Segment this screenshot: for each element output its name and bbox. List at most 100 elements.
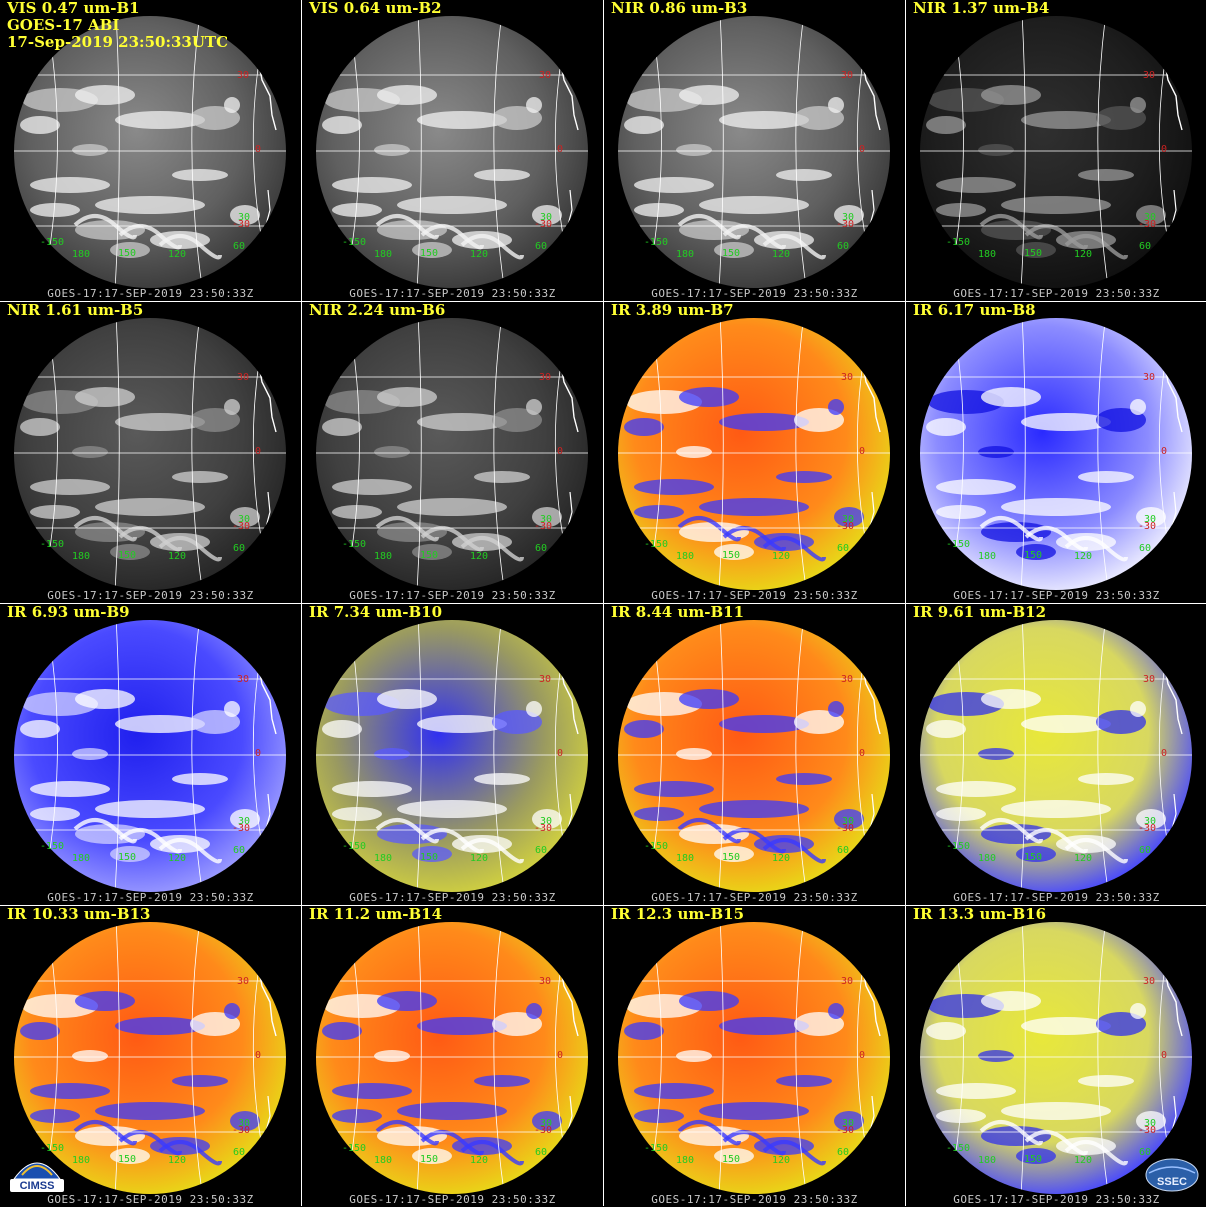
band-label: VIS 0.47 um-B1 bbox=[7, 0, 140, 17]
latitude-label-secondary: 30 bbox=[238, 1118, 250, 1129]
longitude-label: 120 bbox=[1074, 551, 1092, 562]
latitude-label-secondary: 30 bbox=[842, 212, 854, 223]
band-label: IR 7.34 um-B10 bbox=[309, 604, 443, 621]
image-timestamp: GOES-17:17-SEP-2019 23:50:33Z bbox=[47, 891, 254, 904]
latitude-label-secondary: 30 bbox=[842, 816, 854, 827]
longitude-label: 180 bbox=[978, 853, 996, 864]
band-panel: 30 0 -30 30 -150 180 150 120 60 IR 8.44 um-B11 GOE… bbox=[604, 604, 905, 905]
longitude-label: 120 bbox=[1074, 1155, 1092, 1166]
longitude-label: 150 bbox=[118, 550, 136, 561]
latitude-label-secondary: 30 bbox=[1144, 514, 1156, 525]
longitude-label: -150 bbox=[342, 1143, 366, 1154]
band-label: IR 6.93 um-B9 bbox=[7, 604, 130, 621]
band-panel: 30 0 -30 30 -150 180 150 120 60 NIR 2.24 um-B6 GOE… bbox=[302, 302, 603, 603]
longitude-label: 180 bbox=[676, 551, 694, 562]
longitude-label: 60 bbox=[837, 845, 849, 856]
image-timestamp: GOES-17:17-SEP-2019 23:50:33Z bbox=[651, 891, 858, 904]
svg-text:CIMSS: CIMSS bbox=[20, 1180, 55, 1192]
band-panel: 30 0 -30 30 -150 180 150 120 60 NIR 1.61 um-B5 GOE… bbox=[0, 302, 301, 603]
band-panel: 30 0 -30 30 -150 180 150 120 60 IR 3.89 um-B7 GOES… bbox=[604, 302, 905, 603]
band-label: IR 11.2 um-B14 bbox=[309, 906, 443, 923]
longitude-label: 150 bbox=[118, 852, 136, 863]
longitude-label: 120 bbox=[168, 1155, 186, 1166]
latitude-label: 30 bbox=[539, 372, 551, 383]
latitude-label: 30 bbox=[841, 372, 853, 383]
latitude-label-secondary: 30 bbox=[1144, 1118, 1156, 1129]
longitude-label: 180 bbox=[978, 551, 996, 562]
latitude-label: 0 bbox=[859, 1050, 865, 1061]
longitude-label: 120 bbox=[470, 551, 488, 562]
cimss-logo: CIMSS bbox=[10, 1162, 64, 1192]
longitude-label: 180 bbox=[374, 1155, 392, 1166]
image-timestamp: GOES-17:17-SEP-2019 23:50:33Z bbox=[953, 287, 1160, 300]
longitude-label: 150 bbox=[722, 550, 740, 561]
longitude-label: 150 bbox=[420, 1154, 438, 1165]
longitude-label: 180 bbox=[374, 853, 392, 864]
longitude-label: 60 bbox=[535, 1147, 547, 1158]
band-label: IR 12.3 um-B15 bbox=[611, 906, 745, 923]
ssec-logo: SSEC bbox=[1145, 1158, 1199, 1192]
latitude-label: -30 bbox=[1138, 1125, 1156, 1136]
image-timestamp: GOES-17:17-SEP-2019 23:50:33Z bbox=[349, 891, 556, 904]
longitude-label: 60 bbox=[837, 543, 849, 554]
band-panel: 30 0 -30 30 -150 180 150 120 60 IR 10.33 um-B13 GO… bbox=[0, 906, 301, 1207]
longitude-label: 120 bbox=[772, 853, 790, 864]
band-label: IR 6.17 um-B8 bbox=[913, 302, 1036, 319]
longitude-label: 180 bbox=[676, 853, 694, 864]
longitude-label: 150 bbox=[1024, 1154, 1042, 1165]
latitude-label-secondary: 30 bbox=[540, 1118, 552, 1129]
longitude-label: 150 bbox=[420, 550, 438, 561]
longitude-label: 120 bbox=[168, 853, 186, 864]
latitude-label-secondary: 30 bbox=[1144, 212, 1156, 223]
longitude-label: -150 bbox=[342, 539, 366, 550]
latitude-label: -30 bbox=[836, 823, 854, 834]
longitude-label: 120 bbox=[1074, 249, 1092, 260]
longitude-label: 60 bbox=[1139, 241, 1151, 252]
longitude-label: 180 bbox=[72, 853, 90, 864]
latitude-label: 0 bbox=[1161, 446, 1167, 457]
image-timestamp: GOES-17:17-SEP-2019 23:50:33Z bbox=[651, 589, 858, 602]
longitude-label: -150 bbox=[644, 539, 668, 550]
image-datetime: 17-Sep-2019 23:50:33UTC bbox=[7, 33, 229, 51]
latitude-label: 0 bbox=[1161, 144, 1167, 155]
latitude-label-secondary: 30 bbox=[842, 514, 854, 525]
latitude-label-secondary: 30 bbox=[540, 212, 552, 223]
longitude-label: 60 bbox=[535, 543, 547, 554]
latitude-label: 0 bbox=[557, 144, 563, 155]
band-panel: 30 0 -30 30 -150 180 150 120 60 IR 12.3 um-B15 GOE… bbox=[604, 906, 905, 1207]
longitude-label: -150 bbox=[40, 1143, 64, 1154]
latitude-label: 30 bbox=[539, 976, 551, 987]
longitude-label: -150 bbox=[946, 237, 970, 248]
longitude-label: 150 bbox=[1024, 550, 1042, 561]
longitude-label: 120 bbox=[168, 249, 186, 260]
latitude-label: 30 bbox=[237, 674, 249, 685]
latitude-label: 0 bbox=[557, 748, 563, 759]
latitude-label: -30 bbox=[534, 823, 552, 834]
band-label: IR 3.89 um-B7 bbox=[611, 302, 734, 319]
longitude-label: 120 bbox=[470, 1155, 488, 1166]
longitude-label: -150 bbox=[40, 841, 64, 852]
band-label: IR 13.3 um-B16 bbox=[913, 906, 1047, 923]
longitude-label: 120 bbox=[470, 249, 488, 260]
latitude-label: 30 bbox=[1143, 976, 1155, 987]
latitude-label-secondary: 30 bbox=[238, 816, 250, 827]
longitude-label: -150 bbox=[40, 539, 64, 550]
longitude-label: 120 bbox=[772, 1155, 790, 1166]
band-panel: 30 0 -30 30 -150 180 150 120 60 VIS 0.47 um-B1 GOE… bbox=[0, 0, 301, 301]
longitude-label: 150 bbox=[420, 248, 438, 259]
longitude-label: 150 bbox=[722, 1154, 740, 1165]
longitude-label: 150 bbox=[722, 248, 740, 259]
longitude-label: -150 bbox=[946, 539, 970, 550]
latitude-label: 0 bbox=[255, 1050, 261, 1061]
latitude-label-secondary: 30 bbox=[1144, 816, 1156, 827]
satellite-name: GOES-17 ABI bbox=[7, 16, 120, 34]
